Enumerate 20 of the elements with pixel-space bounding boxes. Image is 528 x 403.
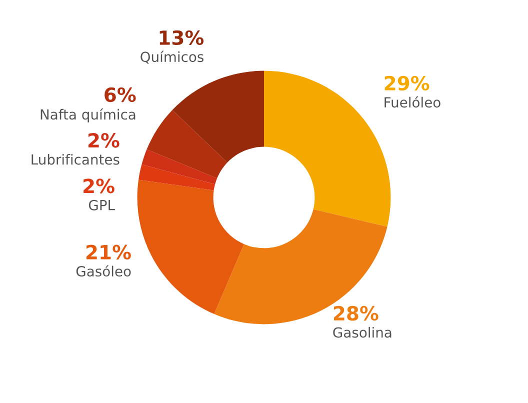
donut-slice xyxy=(138,164,216,190)
slice-label: GPL xyxy=(88,200,115,210)
slice-label: Nafta química xyxy=(40,108,136,122)
donut-slice xyxy=(172,70,264,162)
data-label: 21% xyxy=(86,244,131,260)
slice-label: Gasolina xyxy=(333,326,392,338)
data-label: 6% xyxy=(104,87,136,102)
data-label: 28% xyxy=(334,306,378,321)
donut-slice xyxy=(214,209,388,324)
data-label: 13% xyxy=(160,30,204,46)
data-label: 29% xyxy=(384,76,430,91)
slice-label: Gasóleo xyxy=(76,265,131,277)
slice-label: Lubrificantes xyxy=(32,154,120,165)
donut-slice xyxy=(137,180,244,314)
slice-label: Fuelóleo xyxy=(384,96,440,108)
data-label: 2% xyxy=(84,178,114,194)
data-label: 2% xyxy=(88,132,120,148)
donut-slice xyxy=(142,149,218,184)
slice-label: Químicos xyxy=(140,50,204,64)
donut-slice xyxy=(146,110,228,178)
